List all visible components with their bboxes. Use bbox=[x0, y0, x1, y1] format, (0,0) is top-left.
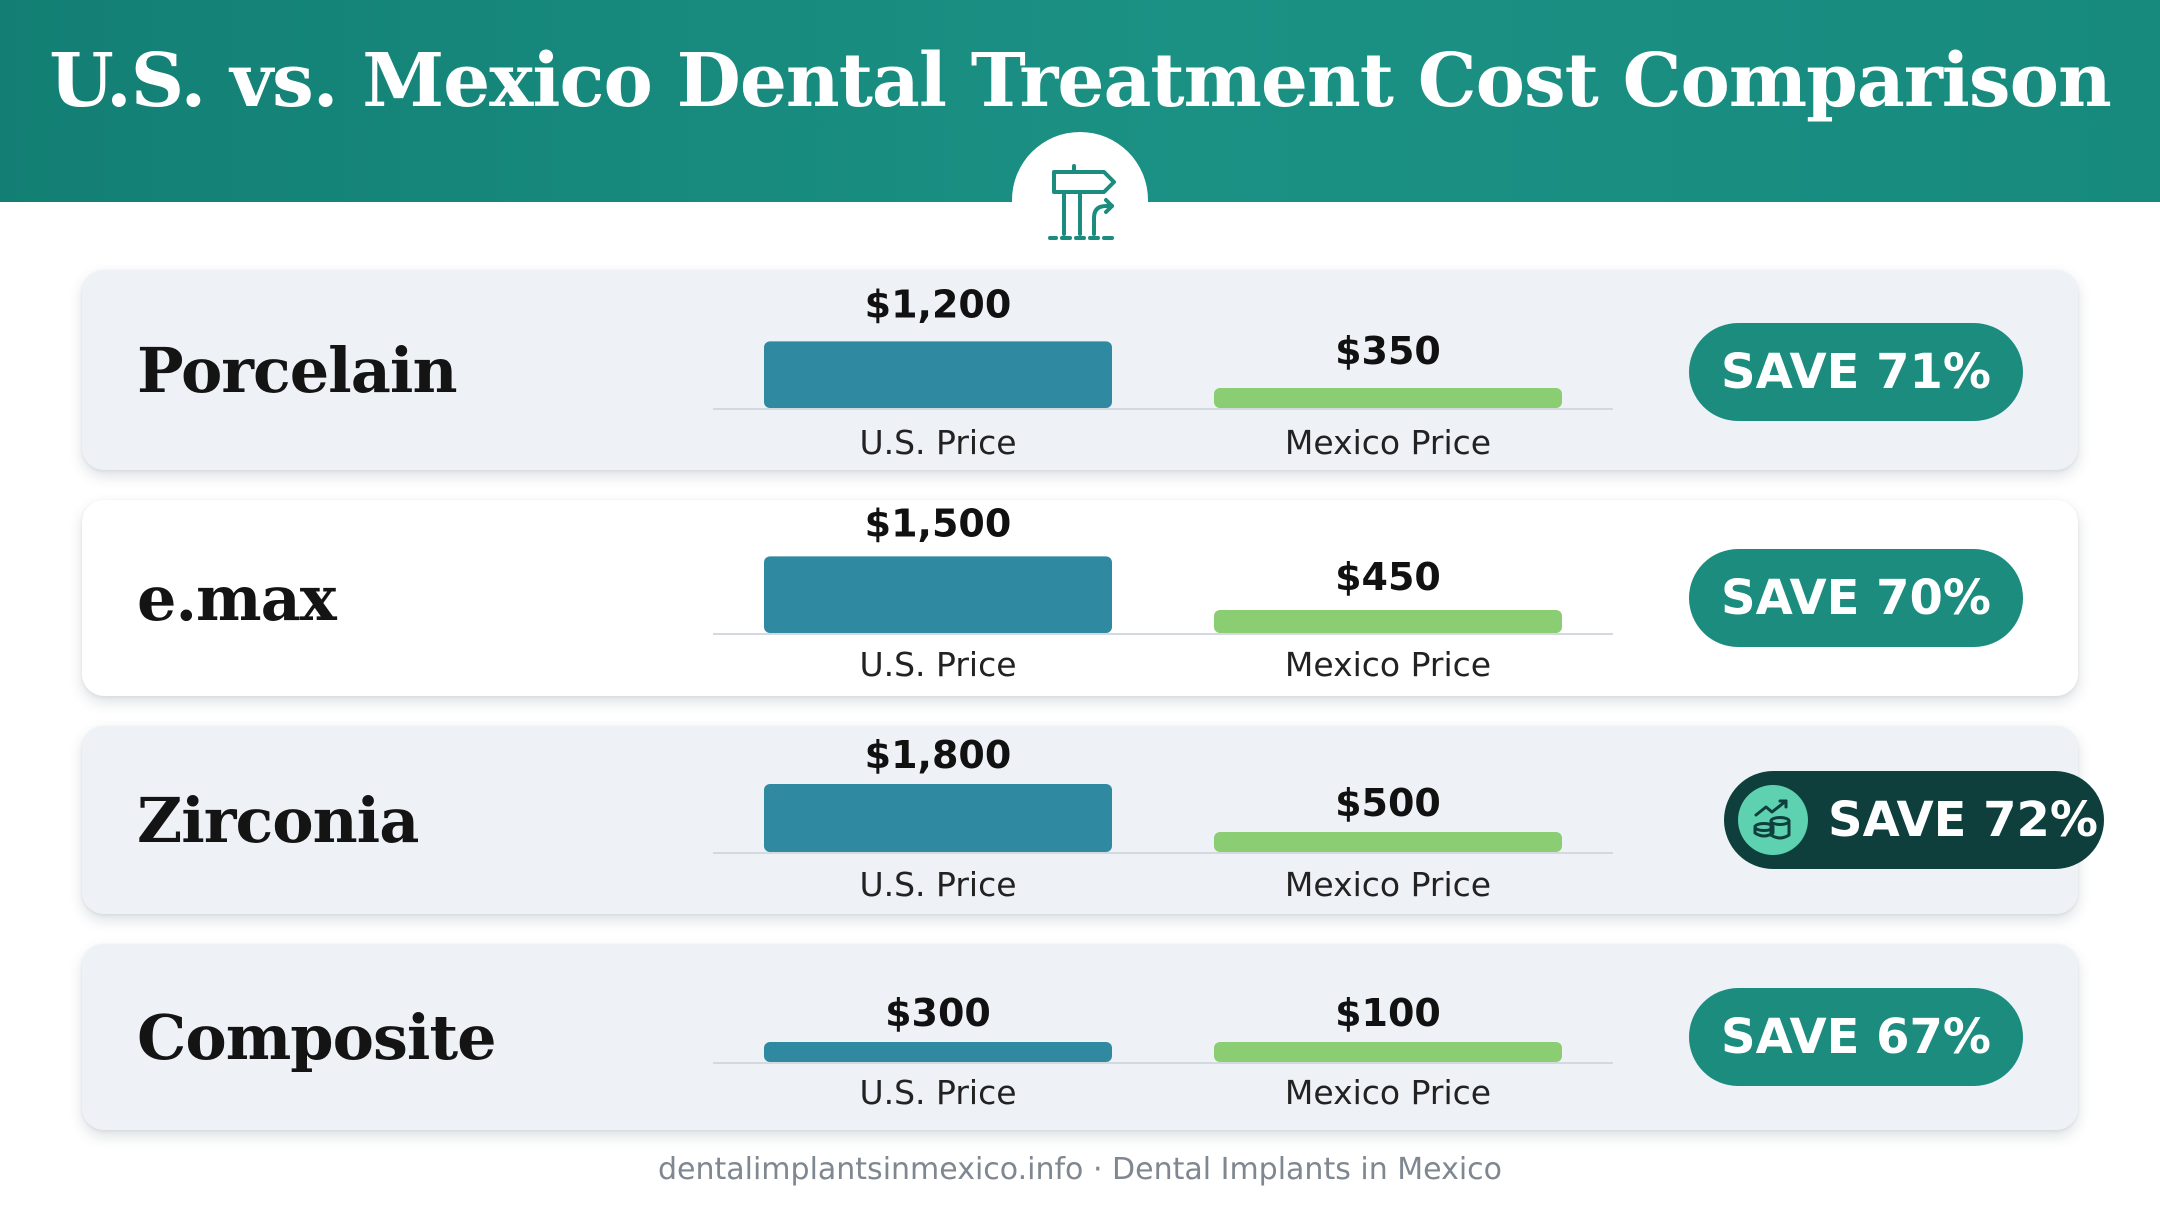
treatment-label: Porcelain bbox=[137, 334, 458, 407]
us-price-bar bbox=[764, 556, 1112, 633]
mexico-price-value-label: $500 bbox=[1335, 781, 1441, 825]
coins-growth-icon bbox=[1738, 785, 1808, 855]
savings-pill-text: SAVE 72% bbox=[1828, 792, 2098, 848]
mexico-price-category-label: Mexico Price bbox=[1285, 1073, 1491, 1112]
signpost-badge bbox=[1012, 132, 1148, 268]
us-price-value-label: $1,800 bbox=[865, 733, 1012, 777]
mexico-price-bar bbox=[1214, 388, 1562, 408]
us-price-value-label: $300 bbox=[885, 991, 991, 1035]
treatment-label: Composite bbox=[137, 1001, 497, 1074]
mexico-price-category-label: Mexico Price bbox=[1285, 645, 1491, 684]
price-chart: $1,500 U.S. Price $450 Mexico Price bbox=[631, 500, 1613, 696]
us-price-bar bbox=[764, 784, 1112, 852]
us-price-category-label: U.S. Price bbox=[859, 423, 1016, 462]
page-title: U.S. vs. Mexico Dental Treatment Cost Co… bbox=[49, 38, 2112, 124]
treatment-label: e.max bbox=[137, 562, 337, 635]
mexico-price-category-label: Mexico Price bbox=[1285, 423, 1491, 462]
mexico-price-value-label: $100 bbox=[1335, 991, 1441, 1035]
treatment-label: Zirconia bbox=[137, 784, 419, 857]
card-composite: Composite $300 U.S. Price $100 Mexico Price… bbox=[82, 944, 2078, 1130]
savings-pill: SAVE 71% bbox=[1689, 323, 2023, 421]
mexico-price-value-label: $450 bbox=[1335, 555, 1441, 599]
us-price-bar bbox=[764, 1042, 1112, 1062]
price-chart-svg: $1,200 U.S. Price $350 Mexico Price bbox=[713, 282, 1613, 462]
savings-pill-highlight: SAVE 72% bbox=[1724, 771, 2104, 869]
us-price-value-label: $1,200 bbox=[865, 282, 1012, 326]
savings-pill: SAVE 67% bbox=[1689, 988, 2023, 1086]
card-emax: e.max $1,500 U.S. Price $450 Mexico Price S… bbox=[82, 500, 2078, 696]
mexico-price-bar bbox=[1214, 1042, 1562, 1062]
mexico-price-value-label: $350 bbox=[1335, 329, 1441, 373]
price-chart-svg: $1,800 U.S. Price $500 Mexico Price bbox=[713, 733, 1613, 904]
price-chart: $300 U.S. Price $100 Mexico Price bbox=[631, 944, 1613, 1130]
savings-pill: SAVE 70% bbox=[1689, 549, 2023, 647]
mexico-price-bar bbox=[1214, 610, 1562, 633]
card-zirconia: Zirconia $1,800 U.S. Price $500 Mexico Pric… bbox=[82, 726, 2104, 914]
signpost-icon bbox=[1048, 164, 1116, 240]
us-price-category-label: U.S. Price bbox=[859, 865, 1016, 904]
price-chart: $1,800 U.S. Price $500 Mexico Price bbox=[631, 726, 1613, 914]
us-price-value-label: $1,500 bbox=[865, 501, 1012, 545]
us-price-bar bbox=[764, 341, 1112, 408]
price-chart-svg: $300 U.S. Price $100 Mexico Price bbox=[713, 991, 1613, 1112]
mexico-price-category-label: Mexico Price bbox=[1285, 865, 1491, 904]
us-price-category-label: U.S. Price bbox=[859, 645, 1016, 684]
price-chart: $1,200 U.S. Price $350 Mexico Price bbox=[631, 270, 1613, 470]
price-chart-svg: $1,500 U.S. Price $450 Mexico Price bbox=[713, 501, 1613, 684]
footer-credit: dentalimplantsinmexico.info · Dental Imp… bbox=[657, 1152, 1503, 1187]
us-price-category-label: U.S. Price bbox=[859, 1073, 1016, 1112]
card-porcelain: Porcelain $1,200 U.S. Price $350 Mexico Pri… bbox=[82, 270, 2078, 470]
mexico-price-bar bbox=[1214, 832, 1562, 852]
